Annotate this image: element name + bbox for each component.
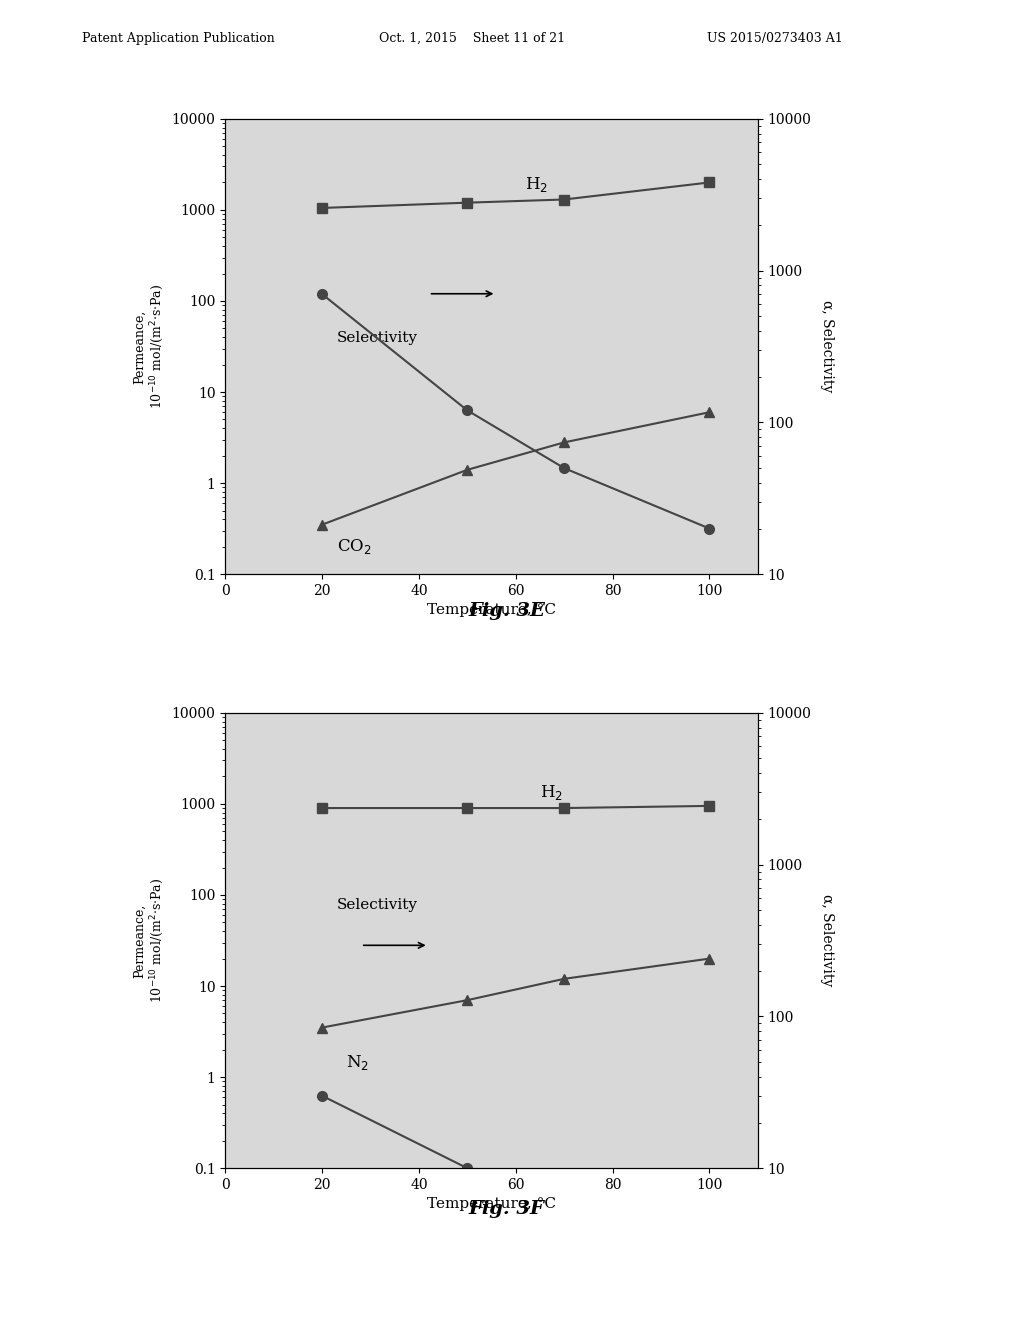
Text: Selectivity: Selectivity [337, 331, 418, 346]
Text: N$_2$: N$_2$ [346, 1053, 370, 1072]
Text: Oct. 1, 2015    Sheet 11 of 21: Oct. 1, 2015 Sheet 11 of 21 [379, 32, 565, 45]
X-axis label: Temperature, °C: Temperature, °C [427, 603, 556, 618]
Text: CO$_2$: CO$_2$ [337, 537, 372, 556]
Text: H$_2$: H$_2$ [525, 174, 548, 194]
Text: H$_2$: H$_2$ [540, 783, 563, 801]
Y-axis label: Permeance,
10$^{-10}$ mol/(m$^2$$\cdot$s$\cdot$Pa): Permeance, 10$^{-10}$ mol/(m$^2$$\cdot$s… [133, 284, 166, 409]
Text: Fig. 3F: Fig. 3F [469, 1200, 545, 1218]
Text: Fig. 3E: Fig. 3E [468, 602, 546, 620]
Text: US 2015/0273403 A1: US 2015/0273403 A1 [707, 32, 843, 45]
Y-axis label: α, Selectivity: α, Selectivity [819, 301, 834, 392]
X-axis label: Temperature, °C: Temperature, °C [427, 1197, 556, 1212]
Y-axis label: Permeance,
10$^{-10}$ mol/(m$^2$$\cdot$s$\cdot$Pa): Permeance, 10$^{-10}$ mol/(m$^2$$\cdot$s… [133, 878, 166, 1003]
Text: Patent Application Publication: Patent Application Publication [82, 32, 274, 45]
Text: Selectivity: Selectivity [337, 898, 418, 912]
Y-axis label: α, Selectivity: α, Selectivity [819, 895, 834, 986]
